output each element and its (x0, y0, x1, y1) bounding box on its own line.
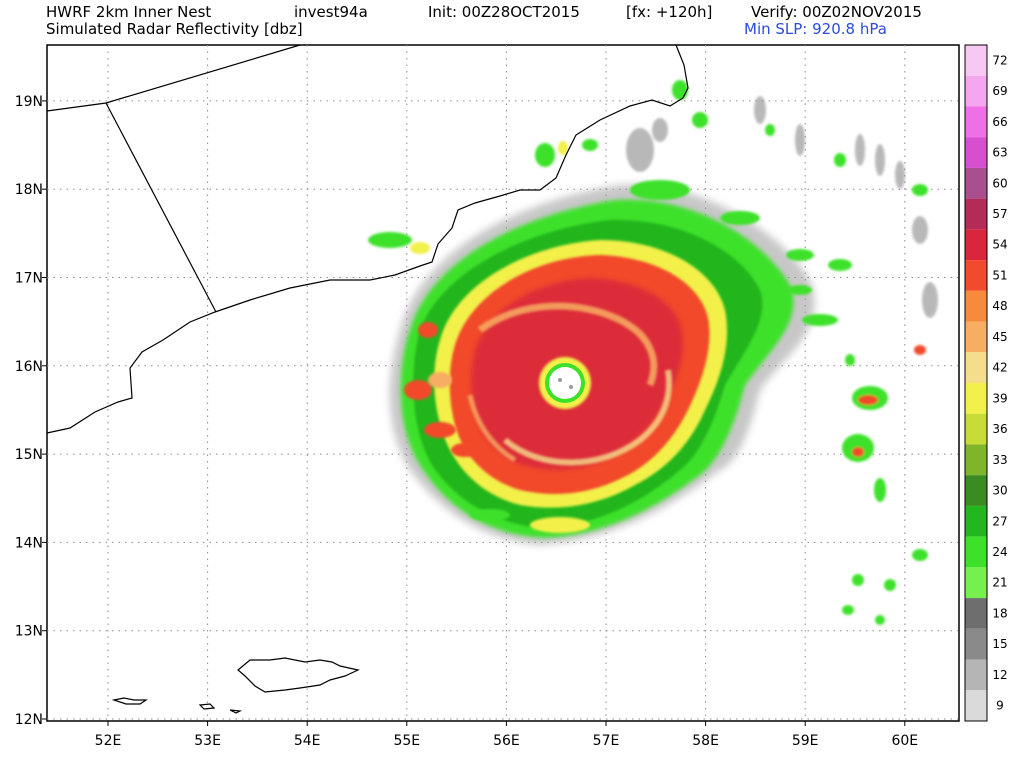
colorbar-swatch (965, 45, 987, 76)
colorbar-swatch (965, 536, 987, 568)
lat-tick-label: 13N (15, 624, 43, 640)
colorbar-swatch (965, 260, 987, 291)
colorbar-swatch (965, 352, 987, 383)
colorbar-label: 39 (992, 391, 1007, 405)
colorbar-swatch (965, 321, 987, 353)
colorbar-swatch (965, 628, 987, 660)
colorbar-swatch (965, 198, 987, 230)
colorbar-swatch (965, 475, 987, 506)
lon-tick-label: 60E (891, 733, 918, 749)
lat-tick-label: 12N (15, 712, 43, 728)
axis-labels: 52E 53E 54E 55E 56E 57E 58E 59E 60E 12N 13N 14N 15N 1… (15, 94, 918, 749)
colorbar: 72 69 66 63 60 57 54 51 48 45 42 39 36 33 30 27 24 21 18 15… (964, 44, 1008, 722)
coastline (46, 44, 689, 714)
colorbar-swatch (965, 567, 987, 599)
colorbar-label: 36 (992, 422, 1007, 436)
colorbar-label: 45 (992, 330, 1007, 344)
colorbar-label: 18 (992, 606, 1007, 620)
colorbar-label: 42 (992, 361, 1007, 375)
colorbar-label: 27 (992, 514, 1007, 528)
lat-tick-label: 17N (15, 271, 43, 287)
colorbar-swatch (965, 75, 987, 107)
colorbar-label: 69 (992, 84, 1007, 98)
lon-tick-label: 53E (194, 733, 221, 749)
hurricane-reflectivity (368, 80, 938, 625)
lon-tick-label: 54E (294, 733, 321, 749)
colorbar-label: 33 (992, 453, 1007, 467)
colorbar-swatch (965, 106, 987, 138)
colorbar-swatch (965, 383, 987, 414)
lon-tick-label: 52E (95, 733, 122, 749)
lon-tick-label: 56E (493, 733, 520, 749)
lon-tick-label: 59E (792, 733, 819, 749)
field-title: Simulated Radar Reflectivity [dbz] (46, 20, 303, 38)
colorbar-swatch (965, 167, 987, 199)
min-slp: Min SLP: 920.8 hPa (744, 20, 887, 38)
colorbar-swatch (965, 505, 987, 537)
colorbar-swatch (965, 137, 987, 168)
colorbar-label: 57 (992, 207, 1007, 221)
storm-id: invest94a (294, 3, 368, 21)
colorbar-swatch (965, 690, 987, 721)
lon-tick-label: 58E (692, 733, 719, 749)
colorbar-label: 66 (992, 115, 1007, 129)
colorbar-label: 48 (992, 299, 1007, 313)
colorbar-swatch (965, 290, 987, 322)
init-time: Init: 00Z28OCT2015 (428, 3, 580, 21)
colorbar-frame (964, 44, 988, 722)
colorbar-label: 63 (992, 146, 1007, 160)
colorbar-swatch (965, 229, 987, 261)
colorbar-label: 60 (992, 176, 1007, 190)
verify-time: Verify: 00Z02NOV2015 (751, 3, 922, 21)
lat-tick-label: 18N (15, 182, 43, 198)
colorbar-swatch (965, 659, 987, 691)
colorbar-label: 54 (992, 238, 1007, 252)
colorbar-swatch (965, 413, 987, 445)
lat-tick-label: 15N (15, 447, 43, 463)
colorbar-label: 15 (992, 637, 1007, 651)
colorbar-label: 30 (992, 484, 1007, 498)
model-title: HWRF 2km Inner Nest (46, 3, 212, 21)
lat-tick-label: 14N (15, 535, 43, 551)
forecast-hour: [fx: +120h] (626, 3, 713, 21)
lon-tick-label: 57E (593, 733, 620, 749)
colorbar-label: 21 (992, 576, 1007, 590)
colorbar-swatch (965, 444, 987, 476)
colorbar-swatch (965, 598, 987, 629)
colorbar-label: 72 (992, 53, 1007, 67)
colorbar-label: 24 (992, 545, 1007, 559)
colorbar-label: 51 (992, 268, 1007, 282)
lat-tick-label: 19N (15, 94, 43, 110)
lat-tick-label: 16N (15, 359, 43, 375)
colorbar-label: 9 (996, 699, 1004, 713)
lon-tick-label: 55E (393, 733, 420, 749)
colorbar-label: 12 (992, 668, 1007, 682)
